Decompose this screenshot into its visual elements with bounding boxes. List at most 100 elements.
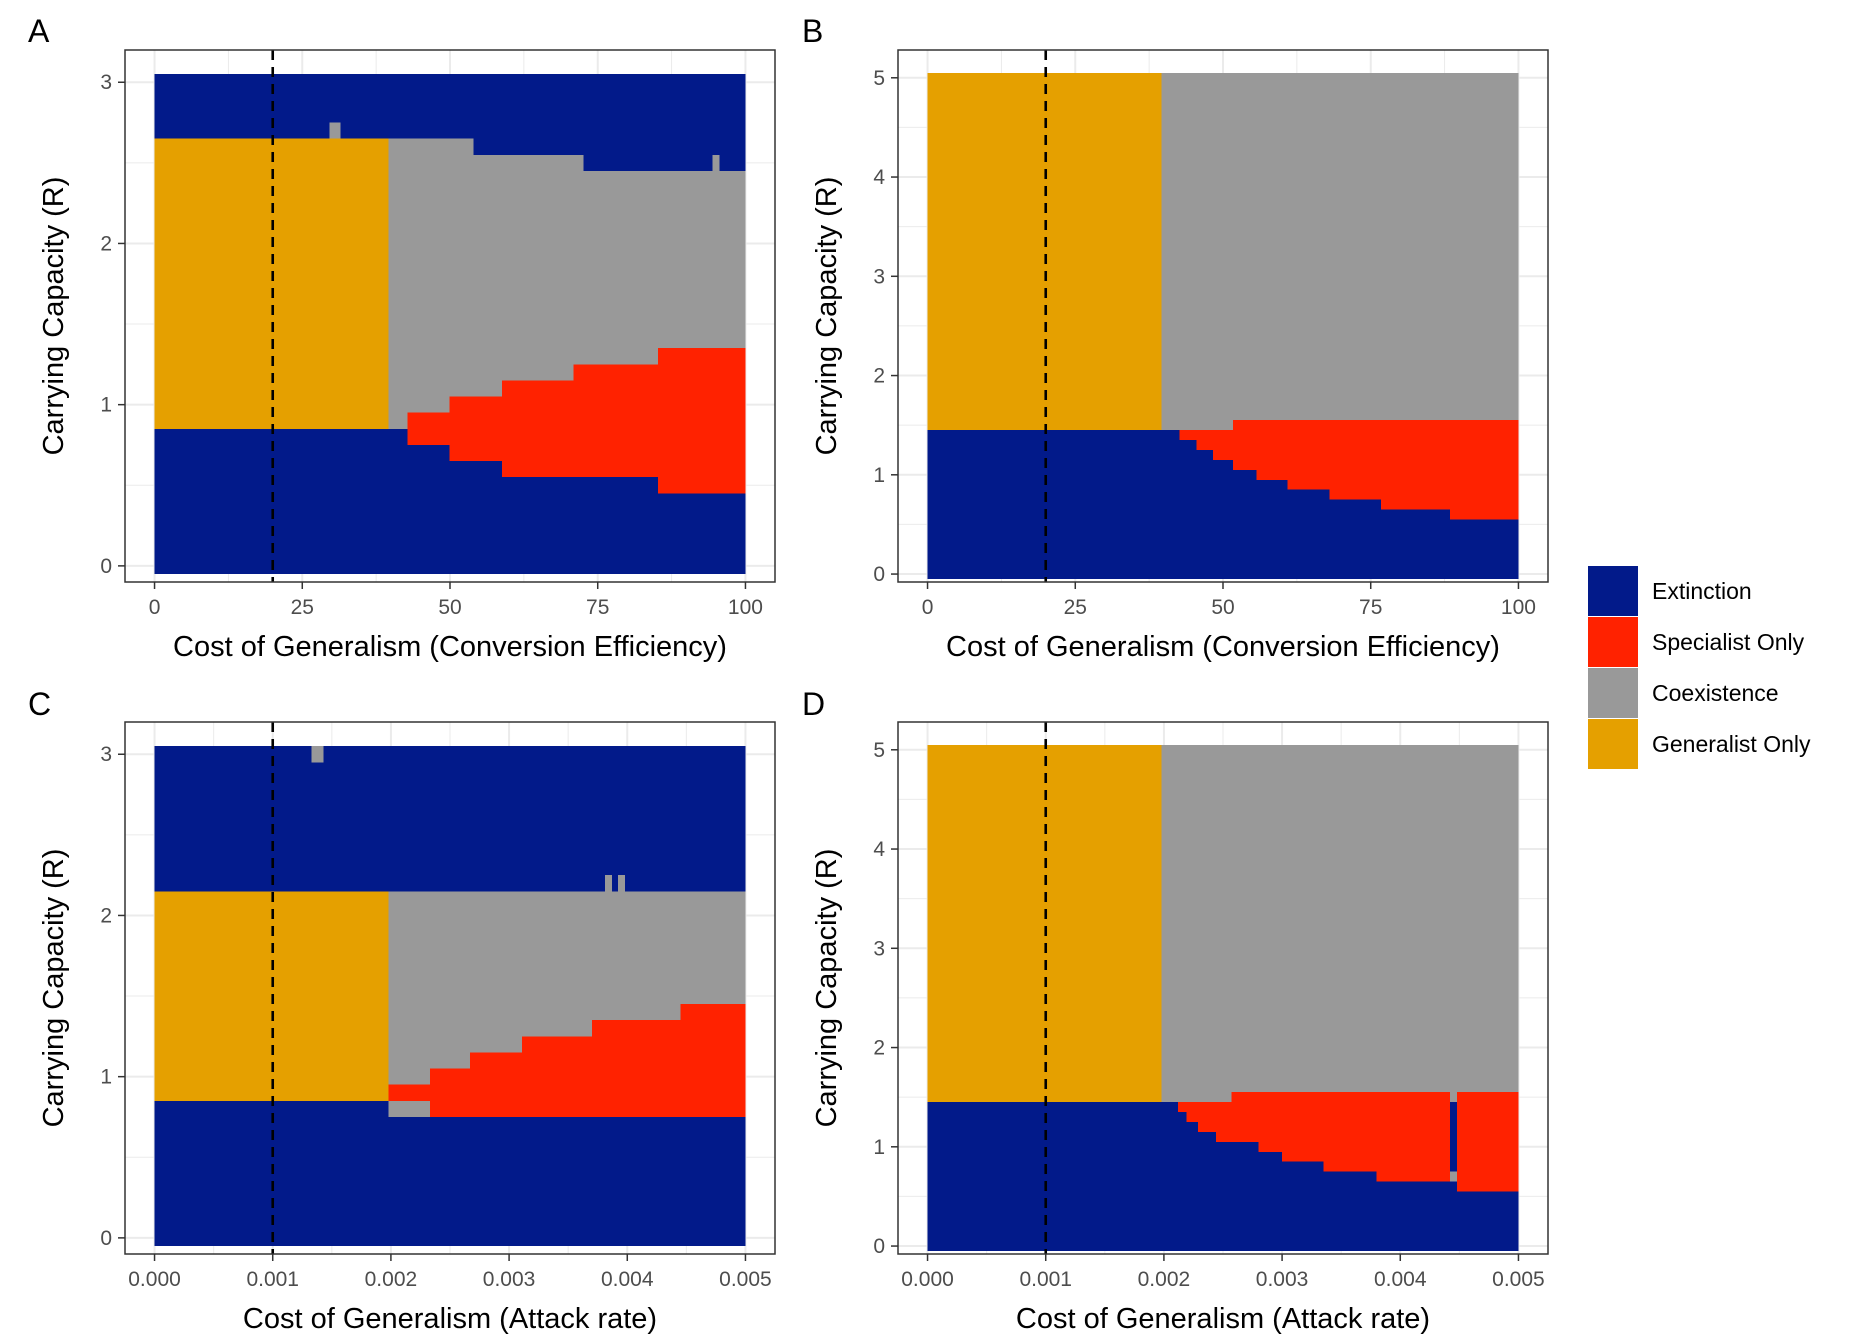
y-tick-label: 3 [873, 937, 885, 960]
panel-c: C 0.000 0.001 0.002 0.003 0.004 0.005 0 1 2 3 Cost … [28, 686, 776, 1334]
region-specialist-only [1380, 420, 1450, 510]
x-tick-label: 100 [728, 596, 763, 619]
y-tick-label: 5 [873, 739, 885, 762]
x-tick-label: 0.005 [1492, 1268, 1545, 1291]
y-tick-label: 2 [100, 904, 112, 927]
region-specialist-only [407, 412, 450, 445]
y-tick-label: 4 [873, 838, 885, 861]
y-tick-label: 4 [873, 166, 885, 189]
region-specialist-only [1178, 1102, 1187, 1113]
x-tick-label: 0.000 [901, 1268, 954, 1291]
x-tick-label: 50 [438, 596, 461, 619]
region-specialist-only [449, 396, 502, 462]
region-coexistence [1449, 1171, 1457, 1182]
x-tick-label: 0.001 [246, 1268, 299, 1291]
region-generalist-only [927, 744, 1162, 1103]
x-tick-label: 0.001 [1019, 1268, 1072, 1291]
panel-a: A 0 25 50 75 100 0 1 2 3 Cost of Generalism (Conve… [28, 13, 776, 663]
x-tick-label: 25 [291, 596, 314, 619]
region-specialist-only [1186, 1102, 1199, 1122]
y-tick-label: 0 [100, 555, 112, 578]
region-specialist-only [658, 348, 746, 494]
y-tick-label: 1 [100, 1066, 112, 1089]
y-tick-label: 2 [873, 1037, 885, 1060]
legend: Extinction Specialist Only Coexistence Gene… [1588, 566, 1811, 769]
region-specialist-only [591, 1020, 681, 1117]
x-tick-label: 0.000 [128, 1268, 181, 1291]
x-axis-title: Cost of Generalism (Conversion Efficienc… [173, 631, 727, 663]
x-tick-label: 100 [1501, 596, 1536, 619]
x-axis-title: Cost of Generalism (Conversion Efficienc… [946, 631, 1500, 663]
region-specialist-only [585, 1036, 592, 1117]
legend-key-specialist-only [1588, 617, 1638, 667]
region-specialist-only [1231, 1092, 1259, 1142]
region-specialist-only [388, 1084, 430, 1101]
region-generalist-only [927, 72, 1162, 431]
heatmap-regions [154, 746, 746, 1246]
y-axis-title: Carrying Capacity (R) [811, 177, 843, 456]
y-tick-label: 0 [873, 563, 885, 586]
panel-letter: C [28, 686, 51, 722]
region-coexistence [329, 122, 341, 139]
region-specialist-only [1212, 430, 1234, 460]
legend-key-extinction [1588, 566, 1638, 616]
x-tick-label: 0 [922, 596, 934, 619]
region-specialist-only [1215, 1102, 1232, 1142]
panel-letter: A [28, 13, 50, 49]
x-axis-title: Cost of Generalism (Attack rate) [243, 1303, 657, 1334]
x-tick-label: 0.004 [601, 1268, 654, 1291]
y-axis-title: Carrying Capacity (R) [38, 849, 70, 1128]
x-tick-label: 0.003 [483, 1268, 536, 1291]
region-coexistence [1161, 72, 1519, 431]
x-tick-label: 50 [1211, 596, 1234, 619]
region-specialist-only [1179, 430, 1197, 441]
x-tick-label: 25 [1064, 596, 1087, 619]
region-coexistence [311, 746, 324, 763]
x-tick-label: 0.004 [1374, 1268, 1427, 1291]
region-specialist-only [470, 1052, 523, 1117]
region-coexistence [1161, 744, 1519, 1103]
panel-border [124, 721, 776, 1255]
region-specialist-only [1198, 1102, 1216, 1132]
x-tick-label: 75 [1359, 596, 1382, 619]
panel-letter: B [802, 13, 823, 49]
y-axis-title: Carrying Capacity (R) [811, 849, 843, 1128]
region-specialist-only [680, 1004, 746, 1117]
region-specialist-only [1256, 420, 1288, 480]
y-tick-label: 1 [873, 1136, 885, 1159]
region-coexistence [712, 154, 720, 171]
legend-label: Specialist Only [1652, 629, 1805, 655]
region-specialist-only [429, 1068, 471, 1117]
region-specialist-only [1323, 1092, 1377, 1172]
region-specialist-only [1233, 420, 1257, 470]
region-specialist-only [1376, 1092, 1450, 1182]
x-axis-title: Cost of Generalism (Attack rate) [1016, 1303, 1430, 1334]
y-axis-title: Carrying Capacity (R) [38, 177, 70, 456]
heatmap-regions [154, 74, 746, 574]
y-tick-label: 1 [873, 464, 885, 487]
region-specialist-only [1287, 420, 1330, 490]
region-specialist-only [1258, 1092, 1283, 1152]
x-tick-label: 75 [586, 596, 609, 619]
heatmap-regions [927, 72, 1519, 580]
x-tick-label: 0.005 [719, 1268, 772, 1291]
panel-border [897, 721, 1549, 1255]
legend-label: Generalist Only [1652, 731, 1811, 757]
region-coexistence [617, 875, 625, 892]
region-coexistence [604, 875, 612, 892]
y-tick-label: 3 [873, 265, 885, 288]
x-tick-label: 0.002 [365, 1268, 418, 1291]
region-specialist-only [1329, 420, 1381, 500]
heatmap-regions [927, 744, 1519, 1252]
y-tick-label: 0 [873, 1235, 885, 1258]
y-tick-label: 3 [100, 743, 112, 766]
region-generalist-only [154, 138, 389, 429]
y-tick-label: 5 [873, 67, 885, 90]
legend-key-coexistence [1588, 668, 1638, 718]
y-tick-label: 2 [873, 365, 885, 388]
panel-d: D 0.000 0.001 0.002 0.003 0.004 0.005 0 1 2 3 4 5 Cos… [802, 686, 1549, 1334]
y-tick-label: 0 [100, 1227, 112, 1250]
panel-b: B 0 25 50 75 100 0 1 2 3 4 5 Cost of Generalism (Con… [802, 13, 1549, 663]
legend-label: Coexistence [1652, 680, 1779, 706]
